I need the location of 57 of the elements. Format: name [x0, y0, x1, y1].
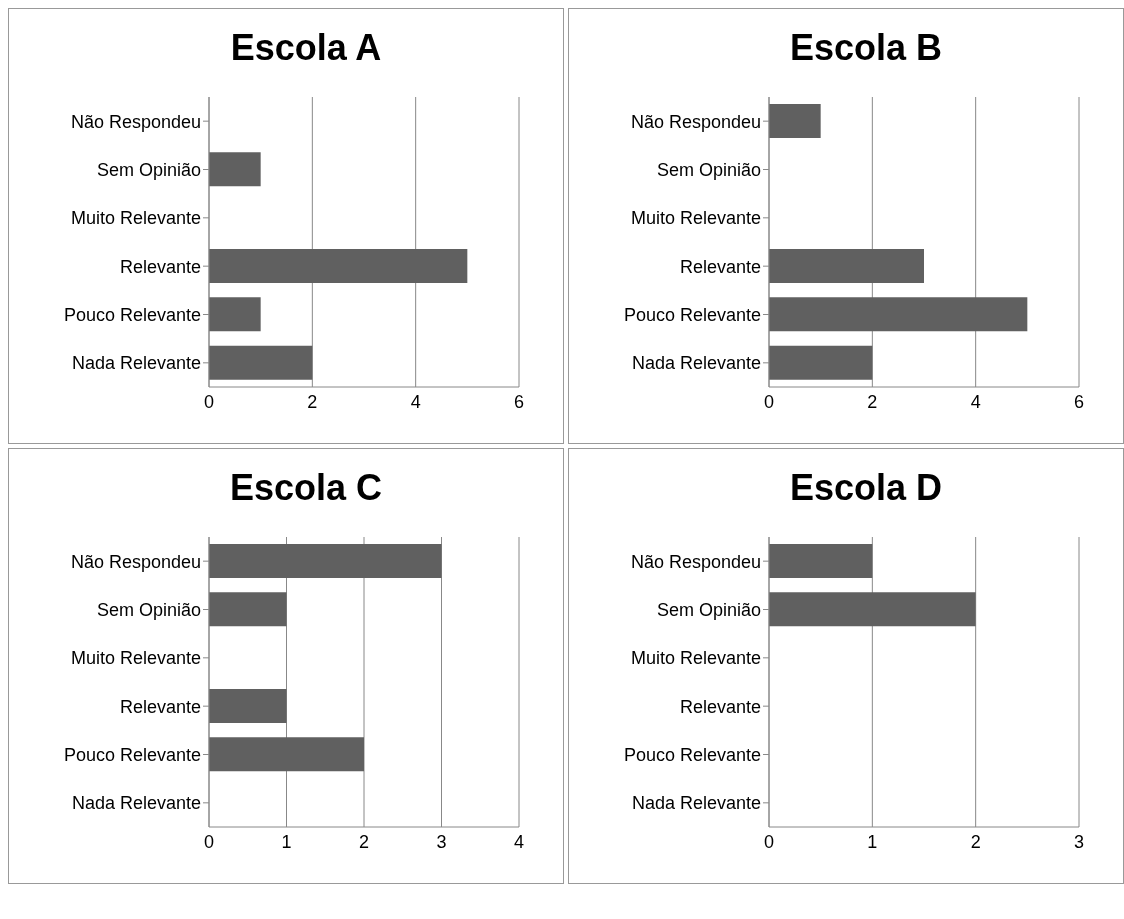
x-tick-label: 2	[358, 831, 370, 852]
y-tick-label: Não Respondeu	[630, 551, 761, 572]
y-tick-label: Pouco Relevante	[63, 744, 201, 765]
x-tick-label: 3	[436, 831, 447, 852]
y-tick-label: Pouco Relevante	[63, 304, 201, 325]
chart-title: Escola A	[229, 26, 383, 70]
x-tick-label: 4	[513, 831, 525, 852]
bar	[769, 104, 821, 138]
y-tick-label: Pouco Relevante	[623, 744, 761, 765]
x-tick-label: 2	[307, 391, 318, 412]
y-tick-label: Relevante	[679, 256, 761, 277]
x-tick-label: 4	[970, 391, 981, 412]
y-tick-label: Muito Relevante	[630, 648, 761, 669]
bar	[209, 689, 287, 723]
y-tick-label: Nada Relevante	[631, 353, 761, 374]
bar	[209, 592, 287, 627]
chart-title: Escola C	[228, 466, 384, 510]
y-tick-label: Muito Relevante	[70, 648, 201, 669]
x-tick-label: 0	[203, 831, 215, 852]
y-tick-label: Muito Relevante	[70, 208, 201, 229]
bar	[209, 737, 364, 772]
x-tick-label: 1	[281, 831, 292, 852]
bar	[769, 249, 924, 283]
y-tick-label: Não Respondeu	[70, 551, 201, 572]
x-tick-label: 6	[513, 391, 525, 412]
bar	[209, 297, 261, 332]
x-tick-label: 6	[1073, 391, 1085, 412]
y-tick-label: Pouco Relevante	[623, 304, 761, 325]
y-tick-label: Nada Relevante	[631, 793, 761, 814]
y-tick-label: Sem Opinião	[96, 599, 201, 620]
x-tick-label: 2	[970, 831, 981, 852]
bar	[209, 345, 313, 380]
x-tick-label: 2	[867, 391, 878, 412]
x-tick-label: 0	[763, 831, 775, 852]
y-tick-label: Relevante	[679, 696, 761, 717]
y-tick-label: Relevante	[119, 256, 201, 277]
chart-title: Escola D	[788, 466, 944, 510]
bar	[209, 544, 442, 578]
bar	[769, 345, 873, 380]
y-tick-label: Não Respondeu	[630, 111, 761, 132]
bar	[209, 249, 468, 283]
y-tick-label: Relevante	[119, 696, 201, 717]
y-tick-label: Nada Relevante	[71, 793, 201, 814]
x-tick-label: 0	[763, 391, 775, 412]
x-tick-label: 0	[203, 391, 215, 412]
bar	[769, 297, 1028, 332]
x-tick-label: 3	[1073, 831, 1085, 852]
y-tick-label: Sem Opinião	[656, 159, 761, 180]
chart-title: Escola B	[788, 26, 944, 70]
x-tick-label: 1	[867, 831, 878, 852]
y-tick-label: Sem Opinião	[656, 599, 761, 620]
y-tick-label: Nada Relevante	[71, 353, 201, 374]
y-tick-label: Não Respondeu	[70, 111, 201, 132]
y-tick-label: Muito Relevante	[630, 208, 761, 229]
bar	[209, 152, 261, 187]
x-tick-label: 4	[410, 391, 421, 412]
y-tick-label: Sem Opinião	[96, 159, 201, 180]
